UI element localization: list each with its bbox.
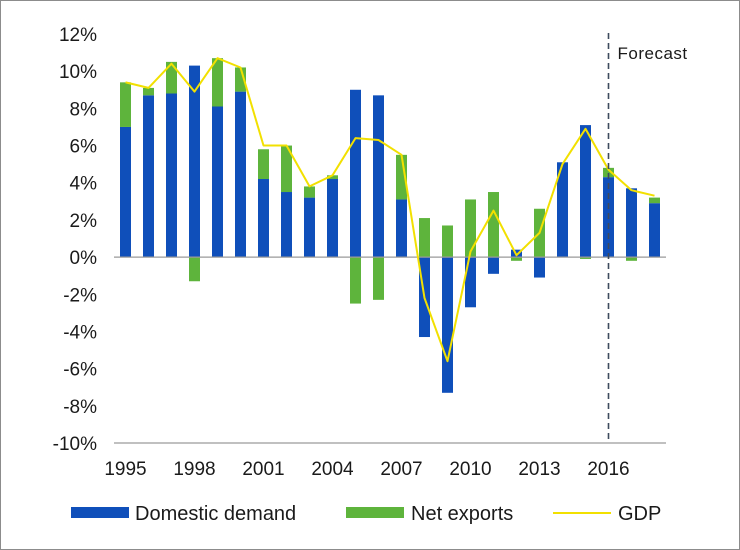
net-exports-bar xyxy=(603,167,614,178)
net-exports-bar xyxy=(419,218,430,258)
domestic-demand-bar xyxy=(442,257,453,393)
domestic-demand-bar xyxy=(580,125,591,258)
x-axis-tick-labels: 1995 1998 2001 2004 2007 2010 2013 2016 xyxy=(104,459,629,480)
domestic-demand-bar xyxy=(327,179,338,258)
domestic-demand-bar xyxy=(350,89,361,258)
y-axis-tick-labels: 12% 10% 8% 6% 4% 2% 0% -2% -4% -6% -8% -10% xyxy=(53,25,97,455)
y-tick-label: 8% xyxy=(70,99,98,120)
domestic-demand-bar xyxy=(534,257,545,278)
bars xyxy=(120,58,660,393)
net-exports-bar xyxy=(281,145,292,193)
legend-label-domestic-demand: Domestic demand xyxy=(135,503,296,525)
x-tick-label: 2013 xyxy=(518,459,560,480)
net-exports-bar xyxy=(166,61,177,94)
y-tick-label: 6% xyxy=(70,137,98,158)
net-exports-bar xyxy=(373,257,384,300)
y-tick-label: -10% xyxy=(53,434,97,455)
domestic-demand-bar xyxy=(189,65,200,258)
net-exports-bar xyxy=(488,192,499,258)
x-tick-label: 2001 xyxy=(242,459,284,480)
legend-label-gdp: GDP xyxy=(618,503,661,525)
y-tick-label: 12% xyxy=(59,25,97,46)
y-tick-label: -4% xyxy=(63,322,97,343)
legend-swatch-net-exports xyxy=(346,507,404,518)
y-tick-label: -8% xyxy=(63,397,97,418)
domestic-demand-bar xyxy=(488,257,499,274)
domestic-demand-bar xyxy=(258,179,269,258)
gdp-line xyxy=(125,57,655,363)
net-exports-bar xyxy=(511,257,522,261)
net-exports-bar xyxy=(350,257,361,304)
net-exports-bar xyxy=(442,225,453,258)
y-tick-label: 2% xyxy=(70,211,98,232)
legend: Domestic demand Net exports GDP xyxy=(71,503,661,525)
domestic-demand-bar xyxy=(304,197,315,258)
net-exports-bar xyxy=(143,87,154,96)
y-tick-label: 10% xyxy=(59,62,97,83)
net-exports-bar xyxy=(189,257,200,282)
domestic-demand-bar xyxy=(649,203,660,258)
net-exports-bar xyxy=(396,154,407,200)
domestic-demand-bar xyxy=(212,106,223,258)
domestic-demand-bar xyxy=(166,93,177,258)
x-tick-label: 1995 xyxy=(104,459,146,480)
net-exports-bar xyxy=(327,175,338,180)
x-tick-label: 2010 xyxy=(449,459,491,480)
legend-swatch-domestic-demand xyxy=(71,507,129,518)
y-tick-label: 0% xyxy=(70,248,98,269)
domestic-demand-bar xyxy=(557,162,568,258)
domestic-demand-bar xyxy=(373,95,384,258)
domestic-demand-bar xyxy=(235,91,246,258)
domestic-demand-bar xyxy=(281,192,292,258)
y-tick-label: -6% xyxy=(63,360,97,381)
y-tick-label: -2% xyxy=(63,285,97,306)
x-tick-label: 2004 xyxy=(311,459,354,480)
domestic-demand-bar xyxy=(626,188,637,258)
net-exports-bar xyxy=(580,257,591,259)
net-exports-bar xyxy=(120,82,131,127)
net-exports-bar xyxy=(649,197,660,204)
y-tick-label: 4% xyxy=(70,174,98,195)
x-tick-label: 2016 xyxy=(587,459,629,480)
x-tick-label: 2007 xyxy=(380,459,422,480)
domestic-demand-bar xyxy=(396,199,407,258)
domestic-demand-bar xyxy=(143,95,154,258)
net-exports-bar xyxy=(465,199,476,258)
legend-label-net-exports: Net exports xyxy=(411,503,513,525)
forecast-label: Forecast xyxy=(618,44,688,63)
x-tick-label: 1998 xyxy=(173,459,215,480)
net-exports-bar xyxy=(258,149,269,180)
domestic-demand-bar xyxy=(465,257,476,308)
net-exports-bar xyxy=(235,67,246,92)
net-exports-bar xyxy=(212,58,223,107)
domestic-demand-bar xyxy=(120,126,131,258)
net-exports-bar xyxy=(304,186,315,198)
net-exports-bar xyxy=(626,257,637,261)
